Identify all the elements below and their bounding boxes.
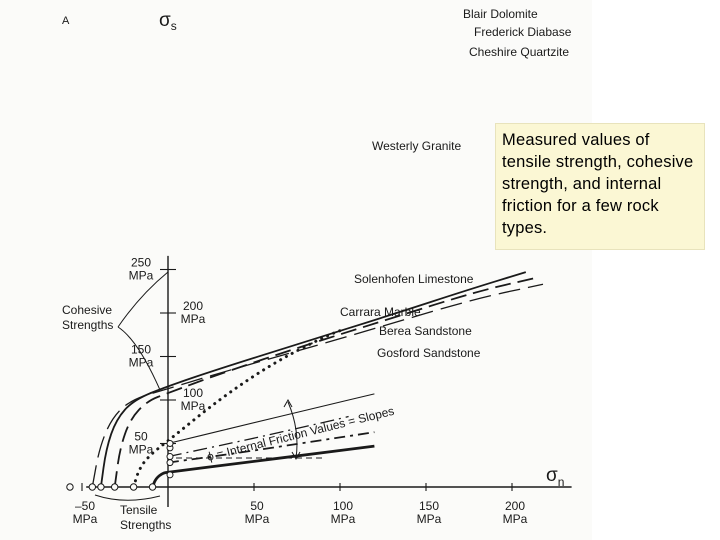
- tensile-marker-outer: [66, 483, 74, 491]
- series-line-solenhofen-limestone: [167, 393, 375, 445]
- series-line-cheshire-quartzite: [91, 283, 544, 488]
- friction-angle-arrowhead-up: [283, 398, 293, 408]
- y-tick-unit-150: MPa: [129, 356, 154, 370]
- series-label-solenhofen-limestone: Solenhofen Limestone: [354, 272, 474, 286]
- cohesion-marker-carrara-marble: [166, 453, 174, 461]
- series-line-carrara-marble: [167, 415, 349, 458]
- x-tick-unit-200: MPa: [503, 512, 528, 526]
- tensile-marker-blair-dolomite: [97, 483, 105, 491]
- y-tick-unit-200: MPa: [181, 312, 206, 326]
- x-tick-unit-150: MPa: [417, 512, 442, 526]
- annotation-cohesive-bracket-lower: [117, 326, 161, 391]
- x-tick-label-50: 50: [250, 499, 264, 513]
- series-label-blair-dolomite: Blair Dolomite: [463, 7, 538, 21]
- y-tick-label-50: 50: [134, 430, 148, 444]
- series-label-frederick-diabase: Frederick Diabase: [474, 25, 572, 39]
- y-axis-label-subscript: s: [171, 19, 177, 33]
- y-tick-unit-50: MPa: [129, 443, 154, 457]
- series-line-westerly-granite: [132, 327, 347, 489]
- series-label-berea-sandstone: Berea Sandstone: [379, 324, 472, 338]
- annotation-tensile-line1: Tensile: [120, 503, 158, 517]
- y-tick-label-250: 250: [131, 256, 151, 270]
- friction-angle-arrowhead-down: [291, 451, 301, 461]
- tensile-marker-cheshire-quartzite: [88, 483, 97, 491]
- caption-box: Measured values of tensile strength, coh…: [495, 123, 705, 250]
- x-axis-label: σn: [546, 465, 564, 489]
- x-tick-unit-100: MPa: [331, 512, 356, 526]
- cohesion-marker-berea-sandstone: [166, 459, 174, 467]
- series-line-blair-dolomite: [100, 271, 527, 488]
- x-axis-label-subscript: n: [558, 475, 565, 489]
- annotation-cohesive-bracket-upper: [117, 271, 169, 328]
- y-tick-unit-250: MPa: [129, 269, 154, 283]
- series-line-gosford-sandstone: [151, 444, 375, 488]
- annotation-tensile-line2: Strengths: [120, 518, 171, 532]
- x-tick-label-200: 200: [505, 499, 525, 513]
- series-label-gosford-sandstone: Gosford Sandstone: [377, 346, 481, 360]
- series-line-frederick-diabase: [113, 277, 535, 488]
- friction-angle-arc: [287, 401, 298, 459]
- tensile-marker-gosford-sandstone: [148, 483, 157, 491]
- x-tick-label-neg50: –50: [75, 499, 95, 513]
- scanned-figure-background: [0, 0, 592, 540]
- x-tick-unit-50: MPa: [245, 512, 270, 526]
- tensile-marker-westerly-granite: [129, 483, 138, 491]
- series-line-berea-sandstone: [167, 431, 375, 464]
- tensile-marker-frederick-diabase: [110, 483, 119, 491]
- series-label-cheshire-quartzite: Cheshire Quartzite: [469, 45, 569, 59]
- x-tick-label-100: 100: [333, 499, 353, 513]
- annotation-tensile-bracket: [94, 494, 161, 501]
- y-tick-label-150: 150: [131, 343, 151, 357]
- annotation-cohesive-line1: Cohesive: [62, 303, 112, 317]
- panel-label: A: [62, 15, 70, 27]
- series-label-westerly-granite: Westerly Granite: [372, 139, 461, 153]
- cohesion-marker-gosford-sandstone: [166, 471, 174, 479]
- cohesion-marker-solenhofen-limestone: [166, 440, 174, 447]
- y-tick-label-100: 100: [183, 386, 203, 400]
- y-tick-unit-100: MPa: [181, 399, 206, 413]
- caption-text: Measured values of tensile strength, coh…: [502, 131, 694, 237]
- series-label-carrara-marble: Carrara Marble: [340, 305, 421, 319]
- x-tick-unit-neg50: MPa: [73, 512, 98, 526]
- y-tick-label-200: 200: [183, 299, 203, 313]
- x-tick-label-150: 150: [419, 499, 439, 513]
- annotation-cohesive-line2: Strengths: [62, 318, 113, 332]
- y-axis-label: σs: [159, 10, 177, 33]
